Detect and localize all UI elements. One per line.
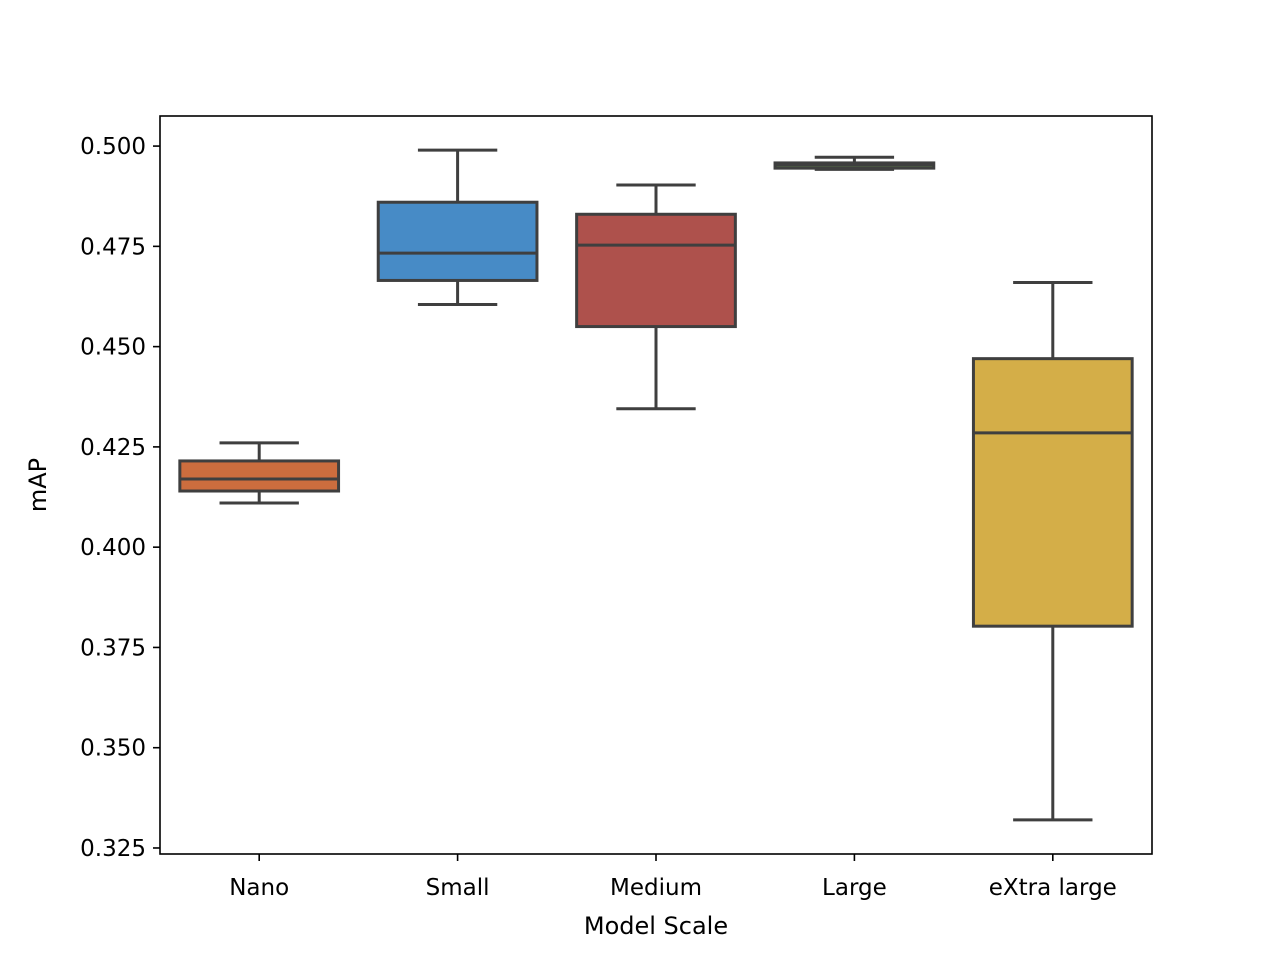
- x-tick-label: Medium: [610, 875, 702, 901]
- x-tick-label: Large: [822, 875, 887, 901]
- iqr-box: [376, 200, 539, 282]
- x-axis-label: Model Scale: [584, 912, 728, 940]
- iqr-box: [971, 357, 1134, 628]
- y-tick-label: 0.500: [80, 134, 146, 160]
- iqr-box: [178, 459, 341, 493]
- x-tick-label: Small: [426, 875, 490, 901]
- y-tick-label: 0.475: [80, 234, 146, 260]
- y-tick-label: 0.450: [80, 335, 146, 361]
- box-extra-large: [971, 280, 1134, 822]
- y-tick-label: 0.375: [80, 635, 146, 661]
- box-nano: [178, 441, 341, 505]
- box-medium: [575, 183, 737, 411]
- plot-area-frame: [159, 115, 1153, 855]
- y-tick-label: 0.325: [80, 836, 146, 862]
- x-axis-ticks: Nano Small Medium Large eXtra large: [229, 854, 1117, 901]
- x-tick-label: eXtra large: [989, 875, 1117, 901]
- y-tick-label: 0.425: [80, 435, 146, 461]
- box-large: [773, 155, 936, 171]
- x-tick-label: Nano: [229, 875, 289, 901]
- y-axis-ticks: 0.325 0.350 0.375 0.400 0.425 0.450 0.475 0.500: [80, 134, 160, 862]
- y-tick-label: 0.400: [80, 535, 146, 561]
- box-small: [376, 148, 539, 307]
- y-axis-label: mAP: [24, 458, 52, 512]
- box-series: [178, 148, 1134, 822]
- iqr-box: [575, 212, 737, 329]
- y-tick-label: 0.350: [80, 736, 146, 762]
